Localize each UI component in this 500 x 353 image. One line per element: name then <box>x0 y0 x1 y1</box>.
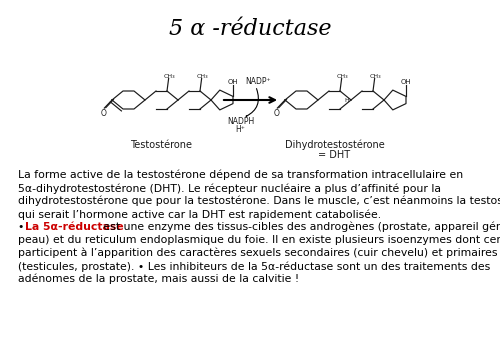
Text: participent à l’apparition des caractères sexuels secondaires (cuir chevelu) et : participent à l’apparition des caractère… <box>18 248 498 258</box>
Text: NADP⁺: NADP⁺ <box>246 78 272 86</box>
Text: H⁺: H⁺ <box>236 126 246 134</box>
Text: O: O <box>100 109 106 118</box>
Text: dihydrotestostérone que pour la testostérone. Dans le muscle, c’est néanmoins la: dihydrotestostérone que pour la testosté… <box>18 196 500 207</box>
Text: CH₃: CH₃ <box>196 74 208 79</box>
Text: peau) et du reticulum endoplasmique du foie. Il en existe plusieurs isoenzymes d: peau) et du reticulum endoplasmique du f… <box>18 235 500 245</box>
Text: CH₃: CH₃ <box>336 74 348 79</box>
Text: qui serait l’hormone active car la DHT est rapidement catabolisée.: qui serait l’hormone active car la DHT e… <box>18 209 381 220</box>
Text: 5 α -réductase: 5 α -réductase <box>169 18 331 40</box>
FancyArrowPatch shape <box>246 89 258 116</box>
Text: Testostérone: Testostérone <box>130 140 192 150</box>
Text: (testicules, prostate). • Les inhibiteurs de la 5α-réductase sont un des traitem: (testicules, prostate). • Les inhibiteur… <box>18 261 490 271</box>
Text: La forme active de la testostérone dépend de sa transformation intracellulaire e: La forme active de la testostérone dépen… <box>18 170 463 180</box>
Text: Dihydrotestostérone: Dihydrotestostérone <box>284 140 384 150</box>
Text: OH: OH <box>228 79 238 85</box>
Text: est une enzyme des tissus-cibles des androgènes (prostate, appareil génital,: est une enzyme des tissus-cibles des and… <box>100 222 500 233</box>
Text: La 5α-réductase: La 5α-réductase <box>25 222 124 232</box>
Text: NADPH: NADPH <box>227 118 254 126</box>
Text: CH₃: CH₃ <box>163 74 175 79</box>
Text: CH₃: CH₃ <box>369 74 381 79</box>
Text: •: • <box>18 222 28 232</box>
Text: adénomes de la prostate, mais aussi de la calvitie !: adénomes de la prostate, mais aussi de l… <box>18 274 299 285</box>
Text: = DHT: = DHT <box>318 150 350 160</box>
Text: O: O <box>274 109 279 118</box>
Text: H: H <box>344 98 349 103</box>
Text: OH: OH <box>400 79 411 85</box>
Text: 5α-dihydrotestostérone (DHT). Le récepteur nucléaire a plus d’affinité pour la: 5α-dihydrotestostérone (DHT). Le récepte… <box>18 183 441 193</box>
